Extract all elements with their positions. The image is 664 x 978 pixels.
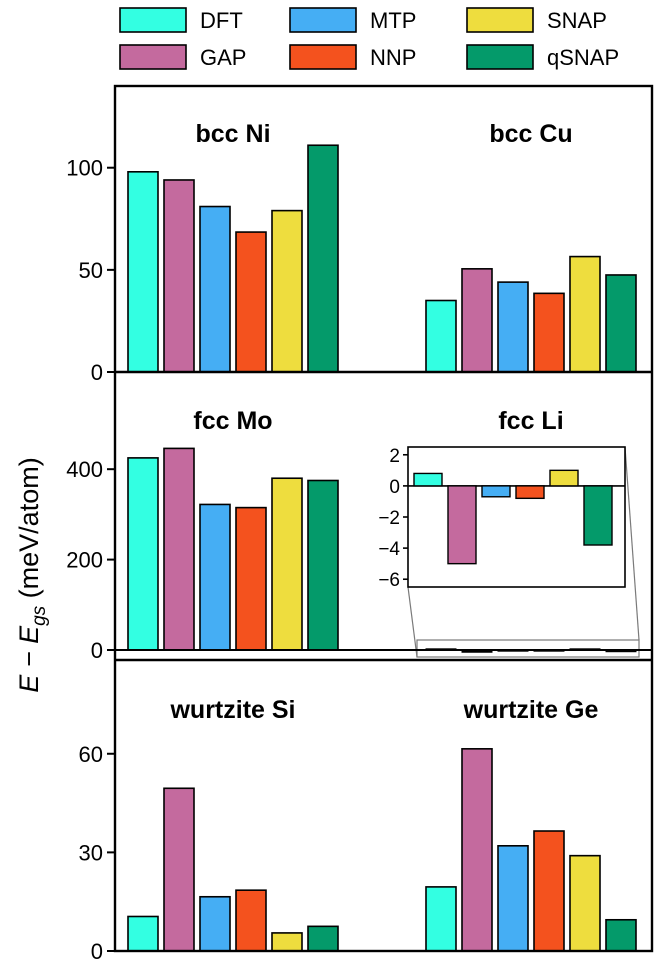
- inset-bar-snap: [549, 469, 579, 487]
- legend-nnp-swatch: [289, 44, 357, 70]
- panel-top: 0 50 100 bcc Ni bcc Cu: [66, 120, 637, 385]
- inset-connector-left: [407, 586, 418, 658]
- bar-wurtzite-ge-nnp: [533, 830, 565, 952]
- bar-bcc-cu-gap: [461, 268, 493, 373]
- bar-fcc-mo-dft: [127, 457, 159, 651]
- inset-y-tick-label-0: 0: [389, 477, 400, 498]
- bar-wurtzite-si-mtp: [199, 895, 231, 952]
- legend-dft-swatch: [119, 7, 187, 33]
- bar-bcc-ni-gap: [163, 179, 195, 373]
- inset-bar-dft: [413, 472, 443, 487]
- bar-wurtzite-si-snap: [271, 932, 303, 952]
- bar-bcc-ni-mtp: [199, 205, 231, 373]
- bar-wurtzite-ge-snap: [569, 854, 601, 952]
- legend-mtp-label: MTP: [370, 8, 416, 33]
- legend-mtp-swatch: [289, 7, 357, 33]
- legend-snap-swatch: [466, 7, 534, 33]
- bar-fcc-mo-nnp: [235, 506, 267, 651]
- group-title-fcc-li: fcc Li: [498, 407, 563, 435]
- bar-wurtzite-si-nnp: [235, 889, 267, 952]
- legend-qsnap-label: qSNAP: [547, 45, 619, 70]
- group-title-wurtzite-si: wurtzite Si: [169, 696, 295, 724]
- bar-bcc-ni-snap: [271, 209, 303, 373]
- group-title-bcc-cu: bcc Cu: [489, 120, 572, 148]
- panel-middle: 0 200 400 fcc Mo fcc Li −6 −4 −2 0 2: [66, 407, 640, 663]
- y-axis-label: E − Egs (meV/atom): [14, 457, 50, 692]
- inset-zoom-box: [416, 639, 640, 658]
- bar-bcc-cu-qsnap: [605, 274, 637, 373]
- legend-gap-swatch: [119, 44, 187, 70]
- bar-bcc-cu-mtp: [497, 281, 529, 373]
- y-axis-label-sub: gs: [29, 605, 50, 626]
- inset-fcc-li: −6 −4 −2 0 2: [378, 446, 640, 658]
- inset-y-tick-label--6: −6: [378, 570, 400, 591]
- inset-y-tick-label--2: −2: [378, 508, 400, 529]
- legend-dft-label: DFT: [200, 8, 243, 33]
- bar-wurtzite-ge-qsnap: [605, 918, 637, 952]
- y-tick-label-bottom-0: 0: [91, 939, 103, 964]
- y-tick-label-middle-0: 0: [91, 638, 103, 663]
- inset-y-tick-label--4: −4: [378, 539, 400, 560]
- group-title-wurtzite-ge: wurtzite Ge: [463, 696, 599, 724]
- y-tick-label-bottom-30: 30: [79, 840, 103, 865]
- y-tick-label-middle-200: 200: [66, 548, 103, 573]
- bar-wurtzite-ge-gap: [461, 748, 493, 952]
- y-tick-label-middle-400: 400: [66, 457, 103, 482]
- bar-bcc-ni-qsnap: [307, 144, 339, 373]
- y-tick-label-top-50: 50: [79, 258, 103, 283]
- inset-connector-right: [624, 446, 640, 641]
- panel-bottom: 0 30 60 wurtzite Si wurtzite Ge: [79, 696, 637, 964]
- bar-wurtzite-ge-mtp: [497, 845, 529, 952]
- y-tick-label-top-100: 100: [66, 156, 103, 181]
- inset-bar-qsnap: [583, 485, 613, 546]
- bar-fcc-mo-mtp: [199, 503, 231, 651]
- plot-frame: [113, 84, 654, 953]
- legend: DFT GAP MTP NNP SNAP qSNAP: [119, 7, 619, 70]
- bar-bcc-cu-nnp: [533, 292, 565, 373]
- bar-wurtzite-si-gap: [163, 787, 195, 952]
- legend-nnp-label: NNP: [370, 45, 416, 70]
- inset-bar-mtp: [481, 485, 511, 498]
- bar-fcc-mo-gap: [163, 447, 195, 651]
- bar-wurtzite-si-dft: [127, 915, 159, 952]
- y-tick-label-bottom-60: 60: [79, 742, 103, 767]
- inset-bar-nnp: [515, 485, 545, 500]
- y-axis-label-unit: (meV/atom): [14, 457, 44, 606]
- inset-bar-gap: [447, 485, 477, 565]
- bar-wurtzite-si-qsnap: [307, 925, 339, 952]
- bar-bcc-cu-snap: [569, 255, 601, 373]
- bar-bcc-ni-nnp: [235, 231, 267, 373]
- bar-bcc-cu-dft: [425, 299, 457, 373]
- bar-wurtzite-ge-dft: [425, 886, 457, 952]
- bar-fcc-mo-qsnap: [307, 479, 339, 651]
- bar-fcc-mo-snap: [271, 477, 303, 651]
- y-tick-label-top-0: 0: [91, 360, 103, 385]
- group-title-bcc-ni: bcc Ni: [195, 120, 270, 148]
- bar-bcc-ni-dft: [127, 171, 159, 373]
- y-axis-label-group: E − Egs (meV/atom): [14, 457, 50, 692]
- y-axis-label-main: E − E: [14, 625, 44, 693]
- legend-qsnap-swatch: [466, 44, 534, 70]
- legend-gap-label: GAP: [200, 45, 246, 70]
- legend-snap-label: SNAP: [547, 8, 607, 33]
- group-title-fcc-mo: fcc Mo: [193, 407, 272, 435]
- inset-y-tick-label-2: 2: [389, 446, 400, 467]
